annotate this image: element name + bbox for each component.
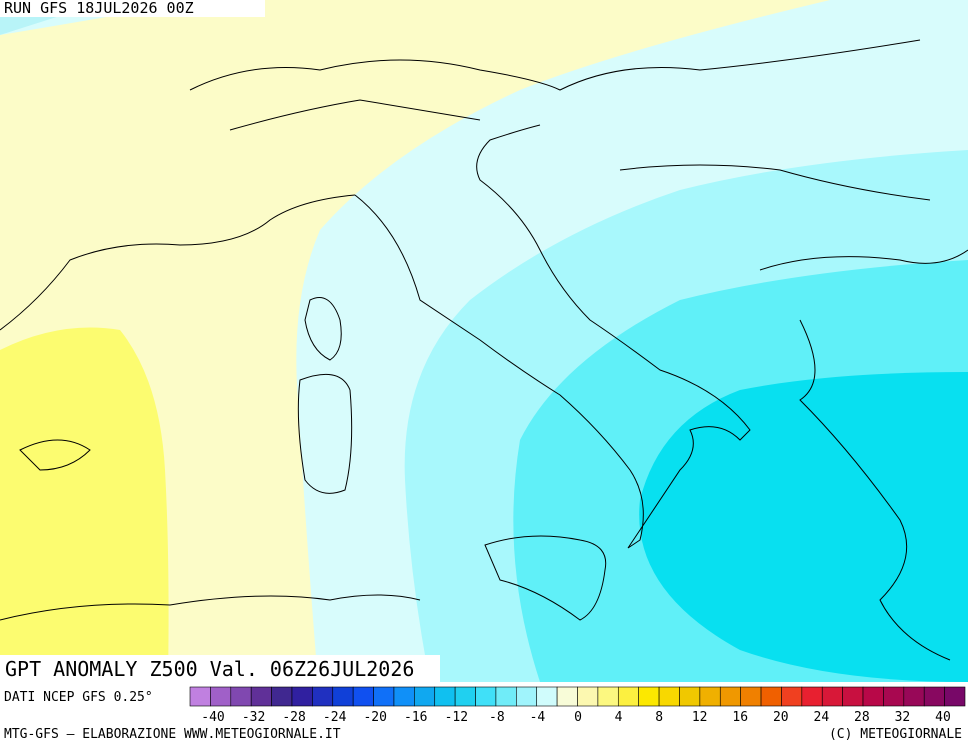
colorbar-swatch [679, 686, 701, 707]
colorbar-label: 20 [773, 710, 789, 725]
run-label: RUN GFS 18JUL2026 00Z [4, 0, 194, 17]
colorbar-label: -32 [242, 710, 265, 725]
title-box [0, 655, 440, 682]
colorbar-swatch [230, 686, 252, 707]
colorbar-swatch [393, 686, 415, 707]
colorbar-swatch [454, 686, 476, 707]
colorbar-swatch [699, 686, 721, 707]
colorbar-label: -8 [489, 710, 505, 725]
colorbar-swatch [189, 686, 211, 707]
colorbar-swatch [597, 686, 619, 707]
colorbar-swatch [271, 686, 293, 707]
colorbar-swatch [842, 686, 864, 707]
colorbar-label: -28 [282, 710, 305, 725]
colorbar-label: 32 [895, 710, 911, 725]
colorbar-swatch [291, 686, 313, 707]
colorbar-label: 40 [935, 710, 951, 725]
colorbar-swatch [760, 686, 782, 707]
contour-band [639, 372, 968, 682]
colorbar-swatch [577, 686, 599, 707]
colorbar-swatch [903, 686, 925, 707]
colorbar: -40 -32 -28 -24 -20 -16 -12 -8 -4 0 4 8 12 16 20 24 28 32… [189, 686, 966, 725]
colorbar-swatch [944, 686, 966, 707]
colorbar-label: -16 [404, 710, 427, 725]
colorbar-swatch [312, 686, 334, 707]
colorbar-label: -4 [530, 710, 546, 725]
colorbar-label: -40 [201, 710, 224, 725]
colorbar-swatch [475, 686, 497, 707]
colorbar-swatch [495, 686, 517, 707]
map-title: GPT ANOMALY Z500 Val. 06Z26JUL2026 [5, 657, 414, 681]
colorbar-swatch [781, 686, 803, 707]
colorbar-swatch [373, 686, 395, 707]
footer-left: MTG-GFS — ELABORAZIONE WWW.METEOGIORNALE… [4, 727, 341, 742]
header-box [0, 0, 265, 17]
contour-band [0, 327, 169, 682]
colorbar-swatch [536, 686, 558, 707]
colorbar-swatch [883, 686, 905, 707]
colorbar-swatch [719, 686, 741, 707]
colorbar-swatch [801, 686, 823, 707]
colorbar-swatch [516, 686, 538, 707]
colorbar-swatch [434, 686, 456, 707]
colorbar-swatch [210, 686, 232, 707]
colorbar-swatch [740, 686, 762, 707]
colorbar-swatch [821, 686, 843, 707]
colorbar-swatch [556, 686, 578, 707]
colorbar-label: 4 [615, 710, 623, 725]
colorbar-label: -20 [363, 710, 386, 725]
coastlines [0, 39, 968, 661]
colorbar-label: 8 [655, 710, 663, 725]
colorbar-swatch [617, 686, 639, 707]
contour-band [0, 0, 830, 682]
colorbar-swatch [352, 686, 374, 707]
colorbar-swatch [414, 686, 436, 707]
colorbar-label: -12 [445, 710, 468, 725]
source-label: DATI NCEP GFS 0.25° [4, 690, 153, 705]
colorbar-label: 28 [854, 710, 870, 725]
footer-right: (C) METEOGIORNALE [829, 727, 962, 742]
colorbar-label: 0 [574, 710, 582, 725]
colorbar-swatch [638, 686, 660, 707]
colorbar-label: 24 [814, 710, 830, 725]
colorbar-swatch [923, 686, 945, 707]
colorbar-label: -24 [323, 710, 347, 725]
colorbar-swatch [658, 686, 680, 707]
colorbar-swatch [250, 686, 272, 707]
colorbar-swatch [862, 686, 884, 707]
colorbar-swatch [332, 686, 354, 707]
colorbar-label: 16 [732, 710, 748, 725]
colorbar-label: 12 [692, 710, 708, 725]
